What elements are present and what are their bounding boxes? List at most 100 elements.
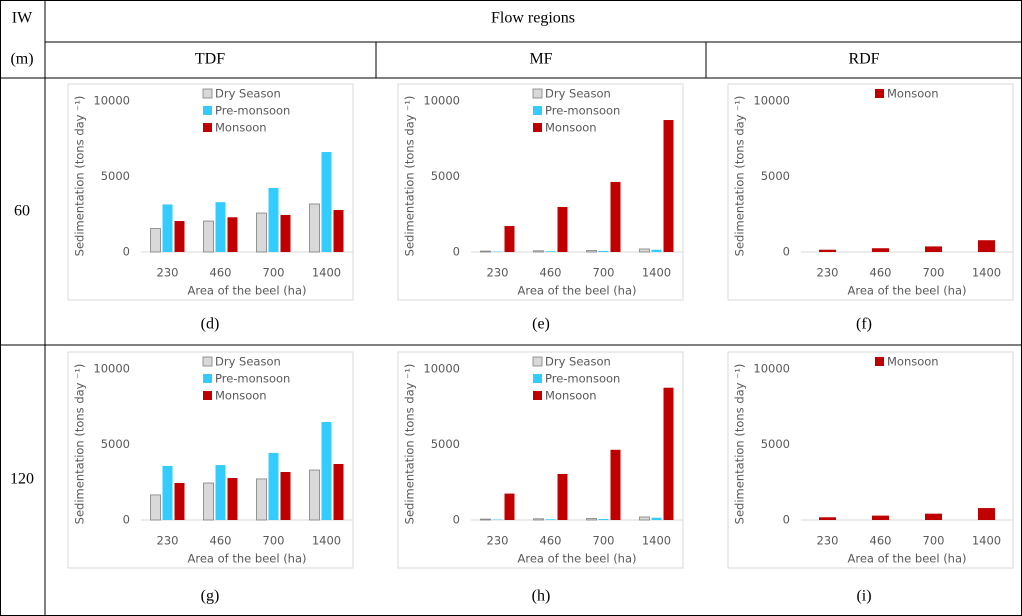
bar [333,463,344,520]
bar [978,508,995,520]
y-tick-label: 10000 [423,362,460,376]
y-tick-label: 5000 [761,437,790,451]
legend-label: Dry Season [215,87,281,101]
legend-swatch [532,356,543,367]
legend-label: Pre-monsoon [215,372,290,386]
bar [639,248,650,253]
header-cell: (m) [10,51,33,68]
x-tick-label: 1400 [972,534,1001,548]
y-tick-label: 10000 [93,94,130,108]
chart-frame [727,351,1014,569]
y-tick-label: 10000 [753,94,790,108]
bar [663,387,674,520]
bar [925,246,942,252]
y-tick-label: 0 [123,513,130,527]
legend-swatch [203,374,212,383]
y-tick-label: 0 [453,513,460,527]
y-axis-label: Sedimentation (tons day ⁻¹) [73,364,87,525]
legend-label: Pre-monsoon [545,104,620,118]
chart-frame [67,351,354,569]
x-tick-label: 1400 [312,534,341,548]
x-tick-label: 700 [263,266,285,280]
bar [557,473,568,520]
bar [557,207,568,252]
legend-label: Pre-monsoon [215,104,290,118]
legend-label: Dry Season [545,355,611,369]
bar [256,212,267,253]
y-tick-label: 5000 [431,169,460,183]
bar [819,249,836,252]
y-tick-label: 0 [123,245,130,259]
legend-swatch [875,357,884,366]
bar [215,202,226,252]
row-label: 120 [10,471,34,488]
y-tick-label: 0 [783,245,790,259]
chart-frame [727,83,1014,301]
bar [610,449,621,520]
y-tick-label: 0 [783,513,790,527]
y-axis-label: Sedimentation (tons day ⁻¹) [403,364,417,525]
y-tick-label: 10000 [423,94,460,108]
x-tick-label: 230 [817,534,839,548]
x-tick-label: 460 [210,266,232,280]
bar [256,478,267,521]
bar [227,478,238,520]
legend-label: Monsoon [545,389,597,403]
legend-label: Pre-monsoon [545,372,620,386]
header-cell: TDF [195,51,225,68]
bar [162,204,173,252]
x-tick-label: 230 [487,534,509,548]
header-cell: Flow regions [491,10,575,27]
legend-swatch [875,89,884,98]
y-tick-label: 0 [453,245,460,259]
bar [203,220,214,253]
x-tick-label: 460 [870,266,892,280]
x-tick-label: 700 [593,534,615,548]
legend-swatch [533,391,542,400]
bar [925,513,942,520]
bar [150,494,161,521]
x-tick-label: 230 [157,266,179,280]
legend-label: Monsoon [215,389,267,403]
bar [174,483,185,520]
bar [504,493,515,520]
x-axis-label: Area of the beel (ha) [518,552,637,566]
caption: (g) [201,588,220,605]
bar [268,452,279,520]
bar [227,217,238,252]
y-tick-label: 5000 [761,169,790,183]
legend-label: Dry Season [545,87,611,101]
bar [533,518,544,521]
y-tick-label: 10000 [93,362,130,376]
x-axis-label: Area of the beel (ha) [518,284,637,298]
chart-frame [67,83,354,301]
chart-frame [397,351,684,569]
y-axis-label: Sedimentation (tons day ⁻¹) [733,96,747,257]
bar [203,482,214,521]
bar [819,517,836,520]
bar [321,422,332,520]
bar [663,120,674,252]
bar [545,251,556,252]
y-tick-label: 10000 [753,362,790,376]
bar [333,210,344,252]
legend-label: Monsoon [545,121,597,135]
x-axis-label: Area of the beel (ha) [848,552,967,566]
legend-swatch [202,88,213,99]
bar [480,250,491,253]
bar [174,221,185,252]
legend-swatch [533,374,542,383]
x-tick-label: 460 [210,534,232,548]
y-tick-label: 5000 [101,169,130,183]
caption: (h) [532,588,551,605]
bar [321,152,332,252]
bar [309,469,320,521]
x-tick-label: 1400 [642,266,671,280]
bar [978,240,995,252]
legend-swatch [533,123,542,132]
legend-swatch [202,356,213,367]
bar [533,250,544,253]
bar [610,181,621,252]
bar [639,516,650,521]
